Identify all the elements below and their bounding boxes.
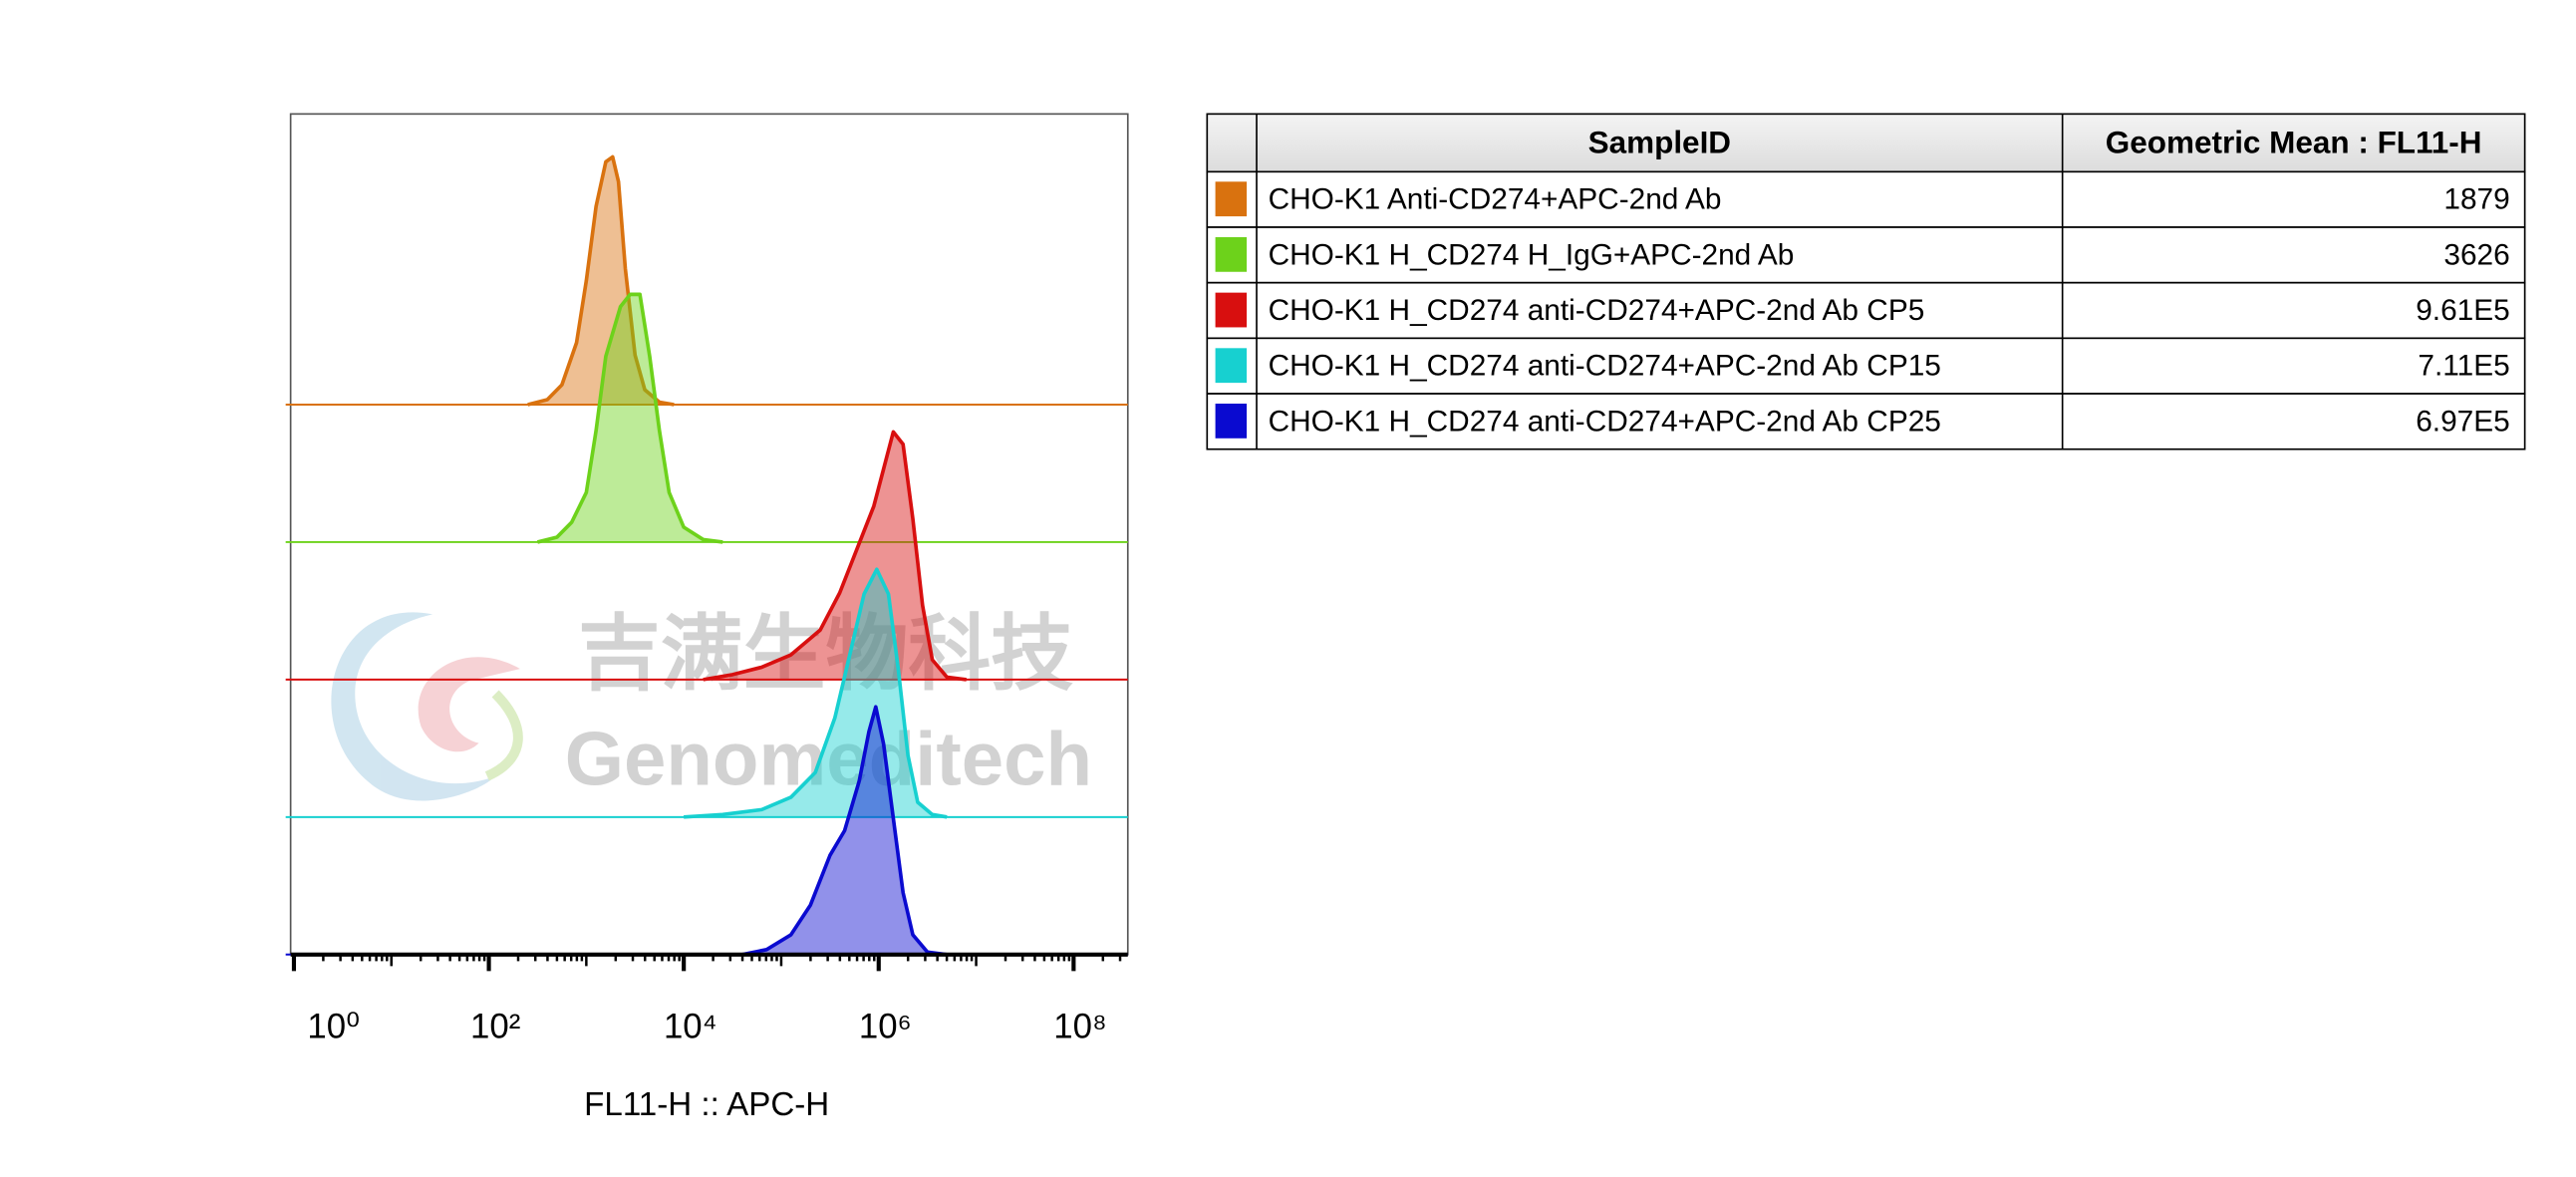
histogram-line <box>536 292 723 544</box>
geometric-mean: 3626 <box>2443 238 2509 271</box>
histogram-area <box>527 156 675 405</box>
watermark-logo <box>331 612 523 801</box>
logo-shape <box>418 657 520 752</box>
table-header-bg <box>1206 113 2526 173</box>
x-tick-label: 10⁰ <box>307 1009 360 1046</box>
table-header: SampleID <box>1588 125 1731 159</box>
legend-label: CHO-K1 H_CD274 anti-CD274+APC-2nd Ab CP1… <box>1269 350 1941 383</box>
table-row <box>1206 226 2526 284</box>
legend-swatch <box>1215 403 1248 439</box>
x-tick-label: 10⁸ <box>1053 1009 1106 1046</box>
histogram-line <box>703 430 968 682</box>
x-tick-label: 10² <box>470 1009 520 1046</box>
legend-swatch <box>1215 181 1248 217</box>
table-row <box>1206 170 2526 228</box>
legend-label: CHO-K1 Anti-CD274+APC-2nd Ab <box>1269 183 1722 216</box>
histogram-line <box>741 705 948 957</box>
x-tick-label: 10⁶ <box>859 1009 912 1046</box>
geometric-mean: 7.11E5 <box>2418 350 2509 383</box>
histogram-line <box>527 154 675 407</box>
legend-swatch <box>1215 292 1248 328</box>
stats-table: SampleID Geometric Mean : FL11-H CHO-K1 An… <box>1206 113 2526 450</box>
table-row <box>1206 281 2526 340</box>
logo-shape <box>484 690 523 781</box>
histogram-area <box>684 569 948 817</box>
table-row <box>1206 337 2526 395</box>
x-tick-label: 10⁴ <box>664 1009 717 1046</box>
geometric-mean: 1879 <box>2443 183 2509 216</box>
legend-label: CHO-K1 H_CD274 H_IgG+APC-2nd Ab <box>1269 238 1795 271</box>
table-row <box>1206 393 2526 450</box>
legend-swatch <box>1215 236 1248 272</box>
histogram-area <box>703 432 967 680</box>
histogram-area <box>537 294 723 542</box>
legend-label: CHO-K1 H_CD274 anti-CD274+APC-2nd Ab CP5 <box>1269 294 1925 327</box>
legend-swatch <box>1215 348 1248 384</box>
table-header: Geometric Mean : FL11-H <box>2106 125 2482 159</box>
x-axis-label: FL11-H :: APC-H <box>584 1086 829 1123</box>
histogram-line <box>684 567 948 819</box>
geometric-mean: 9.61E5 <box>2416 294 2510 327</box>
legend-label: CHO-K1 H_CD274 anti-CD274+APC-2nd Ab CP2… <box>1269 405 1941 438</box>
geometric-mean: 6.97E5 <box>2416 405 2510 438</box>
logo-shape <box>331 612 496 801</box>
plot-frame <box>289 113 1129 956</box>
